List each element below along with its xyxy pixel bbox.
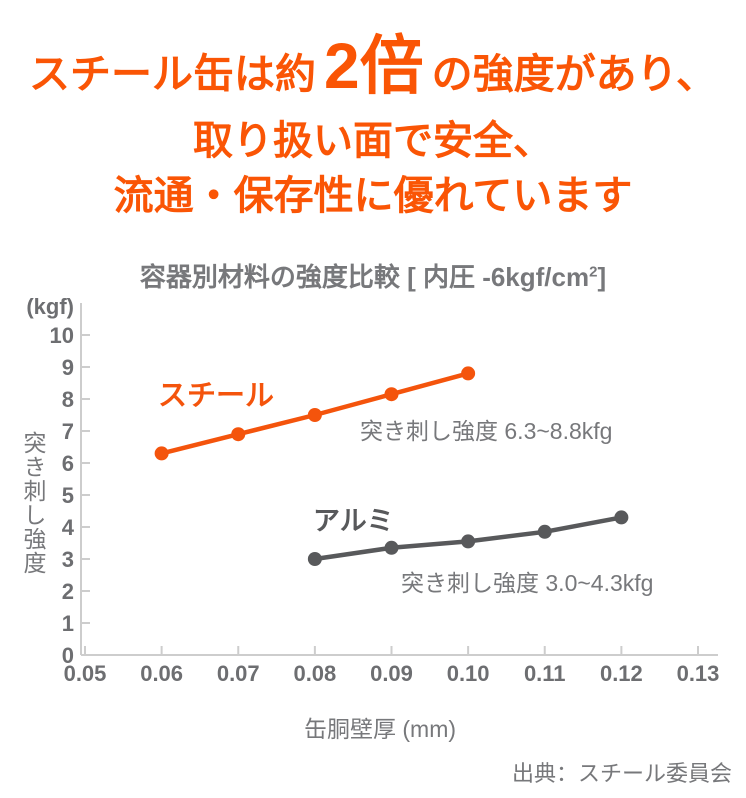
x-tick-label: 0.11 — [524, 661, 566, 686]
chart-title-bracket: ] — [597, 262, 607, 292]
y-tick-label: 6 — [62, 451, 74, 476]
y-tick-label: 7 — [62, 419, 74, 444]
x-tick-label: 0.13 — [677, 661, 720, 686]
y-tick-label: 1 — [62, 611, 74, 636]
y-tick-label: 5 — [62, 483, 74, 508]
chart-title-superscript: 2 — [589, 263, 598, 281]
y-tick-label: 8 — [62, 387, 74, 412]
y-tick-label: 3 — [62, 547, 74, 572]
y-axis-unit: (kgf) — [26, 294, 74, 319]
x-tick-label: 0.07 — [217, 661, 260, 686]
headline-line1-pre: スチール缶は約 — [29, 51, 317, 97]
series-label-steel: スチール — [158, 380, 275, 412]
source-credit: 出典：スチール委員会 — [511, 761, 732, 786]
data-point — [461, 366, 476, 381]
x-tick-label: 0.06 — [140, 661, 183, 686]
data-point — [307, 552, 322, 566]
headline-line-1: スチール缶は約 2倍 の強度があり、 — [0, 26, 746, 114]
data-point — [461, 534, 476, 549]
x-tick-label: 0.10 — [447, 661, 490, 686]
headline-emphasis: 2倍 — [324, 30, 424, 102]
series-label-aluminum: アルミ — [313, 506, 394, 536]
y-tick-label: 4 — [62, 515, 75, 540]
headline-line-2: 取り扱い面で安全、 — [193, 119, 553, 163]
data-point — [154, 446, 169, 461]
x-tick-label: 0.05 — [64, 661, 107, 686]
data-point — [231, 427, 246, 442]
data-point — [307, 408, 322, 422]
chart-title: 容器別材料の強度比較 [ 内圧 -6kgf/cm2] — [0, 257, 746, 294]
headline-line1-post: の強度があり、 — [431, 51, 717, 97]
data-point — [384, 540, 399, 555]
chart-title-text: 容器別材料の強度比較 [ 内圧 -6kgf/cm — [139, 262, 590, 292]
y-axis-title: 突き刺し強度 — [20, 431, 46, 575]
data-point — [537, 524, 552, 539]
headline-line-3: 流通・保存性に優れています — [113, 174, 633, 218]
y-tick-label: 9 — [62, 355, 74, 380]
x-axis-title: 缶胴壁厚 (mm) — [303, 716, 457, 742]
y-tick-label: 2 — [62, 579, 74, 604]
y-tick-label: 10 — [50, 323, 74, 348]
x-tick-label: 0.08 — [293, 661, 336, 686]
y-tick-label: 0 — [62, 643, 74, 668]
annotation-aluminum-range: 突き刺し強度 3.0~4.3kfg — [401, 570, 654, 596]
x-tick-label: 0.09 — [370, 661, 413, 686]
headline: スチール缶は約 2倍 の強度があり、 取り扱い面で安全、 流通・保存性に優れています — [0, 26, 746, 224]
data-point — [614, 510, 629, 525]
annotation-steel-range: 突き刺し強度 6.3~8.8kfg — [360, 418, 613, 444]
data-point — [384, 387, 399, 402]
x-tick-label: 0.12 — [600, 661, 643, 686]
